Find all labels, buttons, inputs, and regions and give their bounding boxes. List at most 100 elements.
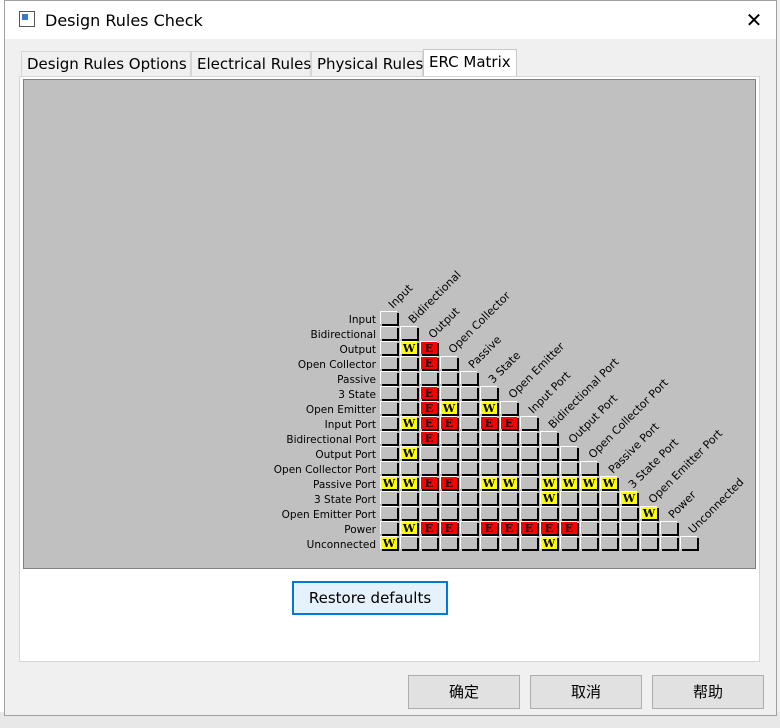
matrix-cell[interactable]: [380, 416, 399, 431]
matrix-cell[interactable]: W: [540, 536, 559, 551]
matrix-cell[interactable]: [400, 386, 419, 401]
matrix-cell[interactable]: [480, 491, 499, 506]
matrix-cell[interactable]: E: [420, 386, 439, 401]
matrix-cell[interactable]: [380, 341, 399, 356]
matrix-cell[interactable]: [480, 431, 499, 446]
matrix-cell[interactable]: E: [420, 416, 439, 431]
restore-defaults-button[interactable]: Restore defaults: [292, 581, 448, 615]
matrix-cell[interactable]: [520, 491, 539, 506]
matrix-cell[interactable]: [580, 521, 599, 536]
matrix-cell[interactable]: [380, 506, 399, 521]
tab-erc-matrix[interactable]: ERC Matrix: [423, 49, 517, 77]
matrix-cell[interactable]: [460, 446, 479, 461]
matrix-cell[interactable]: [520, 446, 539, 461]
matrix-cell[interactable]: E: [480, 416, 499, 431]
matrix-cell[interactable]: E: [420, 476, 439, 491]
tab-design-rules-options[interactable]: Design Rules Options: [21, 51, 191, 76]
matrix-cell[interactable]: E: [440, 521, 459, 536]
matrix-cell[interactable]: [520, 476, 539, 491]
matrix-cell[interactable]: [440, 446, 459, 461]
matrix-cell[interactable]: [680, 536, 699, 551]
matrix-cell[interactable]: [440, 461, 459, 476]
matrix-cell[interactable]: [640, 536, 659, 551]
matrix-cell[interactable]: [660, 521, 679, 536]
matrix-cell[interactable]: [400, 326, 419, 341]
matrix-cell[interactable]: W: [400, 416, 419, 431]
matrix-cell[interactable]: [520, 416, 539, 431]
matrix-cell[interactable]: [560, 506, 579, 521]
matrix-cell[interactable]: [440, 371, 459, 386]
matrix-cell[interactable]: [480, 506, 499, 521]
matrix-cell[interactable]: E: [560, 521, 579, 536]
matrix-cell[interactable]: [620, 521, 639, 536]
matrix-cell[interactable]: W: [380, 536, 399, 551]
matrix-cell[interactable]: [520, 506, 539, 521]
matrix-cell[interactable]: [500, 461, 519, 476]
ok-button[interactable]: 确定: [408, 675, 520, 709]
matrix-cell[interactable]: [400, 536, 419, 551]
matrix-cell[interactable]: [420, 446, 439, 461]
matrix-cell[interactable]: [660, 536, 679, 551]
matrix-cell[interactable]: [500, 431, 519, 446]
matrix-cell[interactable]: W: [480, 476, 499, 491]
matrix-cell[interactable]: W: [400, 476, 419, 491]
matrix-cell[interactable]: [400, 401, 419, 416]
help-button[interactable]: 帮助: [652, 675, 764, 709]
matrix-cell[interactable]: [560, 446, 579, 461]
matrix-cell[interactable]: [420, 536, 439, 551]
matrix-cell[interactable]: [500, 536, 519, 551]
matrix-cell[interactable]: [420, 491, 439, 506]
matrix-cell[interactable]: [400, 356, 419, 371]
matrix-cell[interactable]: [580, 491, 599, 506]
matrix-cell[interactable]: [640, 521, 659, 536]
matrix-cell[interactable]: W: [440, 401, 459, 416]
matrix-cell[interactable]: [380, 356, 399, 371]
matrix-cell[interactable]: [460, 521, 479, 536]
matrix-cell[interactable]: [520, 536, 539, 551]
matrix-cell[interactable]: [600, 521, 619, 536]
tab-electrical-rules[interactable]: Electrical Rules: [191, 51, 311, 76]
matrix-cell[interactable]: [480, 461, 499, 476]
matrix-cell[interactable]: E: [520, 521, 539, 536]
matrix-cell[interactable]: [600, 506, 619, 521]
matrix-cell[interactable]: [460, 401, 479, 416]
matrix-cell[interactable]: [380, 371, 399, 386]
matrix-cell[interactable]: W: [400, 521, 419, 536]
matrix-cell[interactable]: W: [400, 341, 419, 356]
matrix-cell[interactable]: [380, 431, 399, 446]
matrix-cell[interactable]: [460, 476, 479, 491]
matrix-cell[interactable]: [460, 491, 479, 506]
matrix-cell[interactable]: [460, 416, 479, 431]
matrix-cell[interactable]: [460, 371, 479, 386]
matrix-cell[interactable]: [460, 506, 479, 521]
matrix-cell[interactable]: [380, 311, 399, 326]
matrix-cell[interactable]: [420, 506, 439, 521]
cancel-button[interactable]: 取消: [530, 675, 642, 709]
tab-physical-rules[interactable]: Physical Rules: [311, 51, 423, 76]
matrix-cell[interactable]: [580, 461, 599, 476]
matrix-cell[interactable]: W: [600, 476, 619, 491]
matrix-cell[interactable]: [440, 431, 459, 446]
matrix-cell[interactable]: E: [420, 431, 439, 446]
matrix-cell[interactable]: [380, 401, 399, 416]
matrix-cell[interactable]: [400, 491, 419, 506]
matrix-cell[interactable]: [500, 401, 519, 416]
matrix-cell[interactable]: E: [420, 521, 439, 536]
matrix-cell[interactable]: E: [500, 521, 519, 536]
matrix-cell[interactable]: W: [400, 446, 419, 461]
matrix-cell[interactable]: [460, 431, 479, 446]
matrix-cell[interactable]: W: [580, 476, 599, 491]
matrix-cell[interactable]: [440, 386, 459, 401]
matrix-cell[interactable]: W: [620, 491, 639, 506]
matrix-cell[interactable]: [560, 536, 579, 551]
matrix-cell[interactable]: [620, 506, 639, 521]
matrix-cell[interactable]: [380, 491, 399, 506]
matrix-cell[interactable]: [620, 536, 639, 551]
matrix-cell[interactable]: [380, 326, 399, 341]
matrix-cell[interactable]: [600, 536, 619, 551]
matrix-cell[interactable]: [420, 461, 439, 476]
matrix-cell[interactable]: [380, 386, 399, 401]
matrix-cell[interactable]: [600, 491, 619, 506]
matrix-cell[interactable]: [500, 506, 519, 521]
matrix-cell[interactable]: [500, 491, 519, 506]
